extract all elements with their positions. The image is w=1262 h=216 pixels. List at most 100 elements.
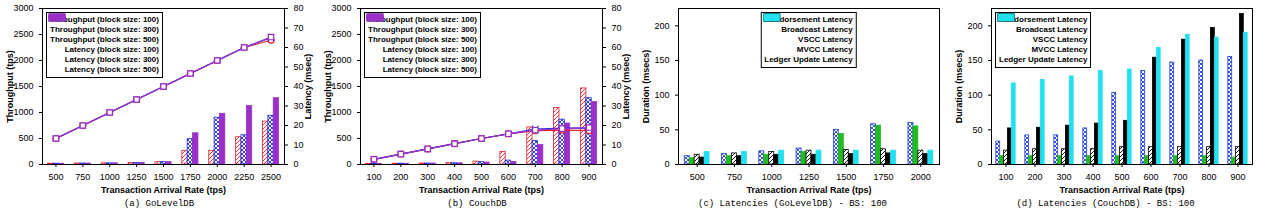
svg-text:10: 10 [294,140,304,150]
svg-text:70: 70 [294,23,304,33]
svg-text:200: 200 [967,21,982,31]
html-text:Throughput (block size: 100): Throughput (block size: 100) [368,15,477,24]
svg-text:Throughput (tps): Throughput (tps) [5,50,15,122]
html-text:(a) GoLevelDB: (a) GoLevelDB [123,199,195,209]
html-text:Throughput (block size: 500): Throughput (block size: 500) [50,35,159,44]
svg-text:2000: 2000 [13,55,33,65]
svg-text:500: 500 [474,172,489,182]
svg-text:300: 300 [1056,172,1071,182]
svg-text:50: 50 [293,61,304,72]
svg-text:500: 500 [48,172,63,182]
svg-text:1750: 1750 [180,172,200,182]
html-text:(b) CouchDB: (b) CouchDB [447,199,507,209]
svg-text:2500: 2500 [13,29,33,39]
svg-text:1500: 1500 [836,172,856,182]
svg-text:60: 60 [294,42,304,52]
html-text:Latency (block size: 100): Latency (block size: 100) [64,45,159,54]
svg-text:80: 80 [612,3,622,13]
svg-text:500: 500 [336,133,351,143]
svg-text:Transaction Arrival Rate (tps): Transaction Arrival Rate (tps) [101,185,226,195]
svg-text:20: 20 [612,120,622,130]
html-text:Latency (block size: 100): Latency (block size: 100) [382,45,477,54]
svg-text:60: 60 [612,42,622,52]
svg-text:100: 100 [998,172,1013,182]
svg-text:200: 200 [654,21,669,31]
svg-text:1000: 1000 [331,107,351,117]
svg-text:800: 800 [555,172,570,182]
svg-text:3000: 3000 [13,3,33,13]
html-text:Throughput (block size: 100): Throughput (block size: 100) [50,15,159,24]
svg-text:0: 0 [346,159,351,169]
svg-text:600: 600 [1143,172,1158,182]
svg-text:100: 100 [366,172,381,182]
svg-text:750: 750 [727,172,742,182]
svg-text:1000: 1000 [100,172,120,182]
svg-text:2000: 2000 [207,172,227,182]
svg-text:50: 50 [611,61,622,72]
svg-text:150: 150 [967,55,982,65]
svg-text:70: 70 [612,23,622,33]
html-text:Latency (block size: 300): Latency (block size: 300) [64,55,159,64]
svg-text:50: 50 [659,125,669,135]
svg-text:1500: 1500 [153,172,173,182]
svg-text:Latency (msec): Latency (msec) [303,54,313,120]
svg-text:Duration (msecs): Duration (msecs) [641,50,651,124]
svg-text:2500: 2500 [331,29,351,39]
svg-text:1250: 1250 [799,172,819,182]
svg-text:2000: 2000 [911,172,931,182]
svg-text:750: 750 [75,172,90,182]
svg-text:50: 50 [972,125,982,135]
svg-text:100: 100 [654,90,669,100]
svg-text:1250: 1250 [127,172,147,182]
svg-text:1750: 1750 [874,172,894,182]
svg-text:2250: 2250 [234,172,254,182]
svg-text:700: 700 [528,172,543,182]
svg-text:300: 300 [420,172,435,182]
svg-text:200: 200 [1027,172,1042,182]
svg-text:1000: 1000 [762,172,782,182]
html-text:Throughput (block size: 300): Throughput (block size: 300) [368,25,477,34]
svg-text:500: 500 [690,172,705,182]
svg-text:900: 900 [582,172,597,182]
html-text:Throughput (block size: 300): Throughput (block size: 300) [50,25,159,34]
svg-text:800: 800 [1201,172,1216,182]
html-text:(c) Latencies (GoLevelDB) - BS: (c) Latencies (GoLevelDB) - BS: 100 [698,199,887,209]
svg-text:0: 0 [664,159,669,169]
svg-text:80: 80 [294,3,304,13]
svg-text:0: 0 [28,159,33,169]
svg-text:900: 900 [1230,172,1245,182]
svg-text:400: 400 [1085,172,1100,182]
svg-text:40: 40 [611,81,622,92]
svg-text:Transaction Arrival Rate (tps): Transaction Arrival Rate (tps) [746,185,871,195]
svg-text:Throughput (tps): Throughput (tps) [323,50,333,122]
svg-text:200: 200 [393,172,408,182]
svg-text:500: 500 [1114,172,1129,182]
svg-text:1000: 1000 [13,107,33,117]
svg-text:0: 0 [977,159,982,169]
svg-text:400: 400 [447,172,462,182]
svg-text:Transaction Arrival Rate (tps): Transaction Arrival Rate (tps) [419,185,544,195]
svg-text:0: 0 [612,159,617,169]
svg-text:500: 500 [18,133,33,143]
svg-text:2000: 2000 [331,55,351,65]
svg-text:1500: 1500 [13,81,33,91]
svg-text:30: 30 [293,100,304,111]
svg-text:150: 150 [654,55,669,65]
svg-text:10: 10 [612,140,622,150]
html-text:Latency (block size: 500): Latency (block size: 500) [64,65,159,74]
svg-text:40: 40 [293,81,304,92]
svg-text:600: 600 [501,172,516,182]
svg-text:Duration (msecs): Duration (msecs) [954,50,964,124]
html-text:(d) Latencies (CouchDB) - BS:: (d) Latencies (CouchDB) - BS: 100 [1016,199,1195,209]
html-text:Throughput (block size: 500): Throughput (block size: 500) [368,35,477,44]
svg-text:30: 30 [611,100,622,111]
svg-text:Transaction Arrival Rate (tps): Transaction Arrival Rate (tps) [1059,185,1184,195]
svg-text:1500: 1500 [331,81,351,91]
svg-text:20: 20 [294,120,304,130]
svg-text:3000: 3000 [331,3,351,13]
svg-text:0: 0 [294,159,299,169]
svg-text:2500: 2500 [261,172,281,182]
svg-text:100: 100 [967,90,982,100]
svg-text:700: 700 [1172,172,1187,182]
svg-text:Latency (msec): Latency (msec) [621,54,631,120]
